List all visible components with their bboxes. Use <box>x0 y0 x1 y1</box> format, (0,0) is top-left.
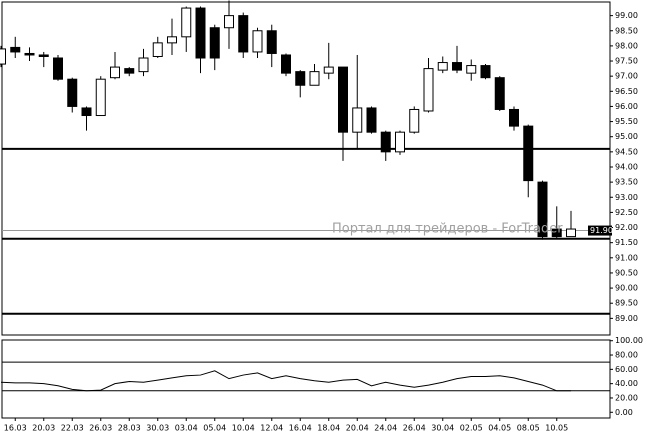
x-tick-label: 20.04 <box>346 424 369 433</box>
candle-body <box>53 57 63 80</box>
candle-body <box>537 181 548 238</box>
candle-body <box>380 131 391 153</box>
candle-body <box>366 107 377 133</box>
y-tick-label: 99.00 <box>615 11 638 20</box>
x-tick-label: 18.04 <box>317 424 340 433</box>
y-tick-label: 91.50 <box>615 238 638 247</box>
candle-body <box>167 36 177 44</box>
oscillator-panel-frame <box>1 339 611 419</box>
x-tick-label: 05.04 <box>203 424 226 433</box>
candle-body <box>181 7 192 38</box>
candle-body <box>152 42 163 57</box>
price-panel-frame <box>1 1 611 336</box>
watermark: Портал для трейдеров - ForTrader <box>332 222 563 237</box>
candle-body <box>38 54 49 57</box>
y-tick-label: 95.50 <box>615 117 638 126</box>
y-tick-label: 60.00 <box>615 365 638 374</box>
x-tick-label: 26.03 <box>89 424 112 433</box>
x-tick-label: 10.05 <box>545 424 568 433</box>
y-tick-label: 91.00 <box>615 253 638 262</box>
y-tick-label: 96.00 <box>615 102 638 111</box>
candle-body <box>566 228 576 238</box>
x-tick-label: 24.04 <box>374 424 397 433</box>
candle-body <box>124 68 135 74</box>
x-tick-label: 04.05 <box>488 424 511 433</box>
y-tick-label: 94.00 <box>615 162 638 171</box>
candle-body <box>395 131 405 153</box>
x-tick-label: 02.05 <box>460 424 483 433</box>
candle-body <box>110 66 120 79</box>
y-tick-label: 94.50 <box>615 147 638 156</box>
y-tick-label: 92.50 <box>615 208 638 217</box>
x-tick-label: 03.04 <box>175 424 198 433</box>
y-tick-label: 93.50 <box>615 178 638 187</box>
candle-body <box>551 228 562 238</box>
y-tick-label: 89.00 <box>615 314 638 323</box>
y-tick-label: 98.50 <box>615 26 638 35</box>
oscillator-line <box>0 370 571 392</box>
candle-body <box>10 46 21 53</box>
y-tick-label: 93.00 <box>615 193 638 202</box>
candle-body <box>238 15 249 53</box>
x-tick-label: 28.03 <box>118 424 141 433</box>
x-tick-label: 10.04 <box>232 424 255 433</box>
y-tick-label: 95.00 <box>615 132 638 141</box>
y-tick-label: 100.00 <box>615 336 643 345</box>
candle-body <box>437 62 448 71</box>
candle-body <box>509 108 519 127</box>
candle-body <box>24 52 35 56</box>
candle-body <box>81 107 92 117</box>
x-tick-label: 30.04 <box>431 424 454 433</box>
candle-body <box>338 66 348 133</box>
candle-body <box>523 125 534 182</box>
candle-body <box>209 27 220 59</box>
candle-body <box>452 62 462 71</box>
x-tick-label: 30.03 <box>146 424 169 433</box>
candle-body <box>224 15 234 29</box>
x-tick-label: 16.03 <box>4 424 27 433</box>
y-tick-label: 98.00 <box>615 41 638 50</box>
candle-body <box>409 108 420 133</box>
y-tick-label: 97.50 <box>615 57 638 66</box>
candle-body <box>195 7 206 59</box>
x-tick-label: 08.05 <box>517 424 540 433</box>
x-tick-label: 20.03 <box>32 424 55 433</box>
candle-body <box>252 30 263 53</box>
candle-body <box>323 66 334 74</box>
x-tick-label: 16.04 <box>289 424 312 433</box>
candle-body <box>352 107 363 133</box>
candle-body <box>266 30 277 54</box>
y-tick-label: 90.00 <box>615 284 638 293</box>
y-tick-label: 92.00 <box>615 223 638 232</box>
candle-body <box>480 65 491 79</box>
y-tick-label: 80.00 <box>615 351 638 360</box>
x-tick-label: 12.04 <box>260 424 283 433</box>
y-tick-label: 97.00 <box>615 72 638 81</box>
candle-body <box>281 54 291 74</box>
y-tick-label: 20.00 <box>615 393 638 402</box>
candle-body <box>138 57 149 73</box>
y-tick-label: 40.00 <box>615 379 638 388</box>
y-tick-label: 89.50 <box>615 299 638 308</box>
x-tick-label: 26.04 <box>403 424 426 433</box>
candle-body <box>494 77 505 110</box>
y-tick-label: 96.50 <box>615 87 638 96</box>
y-tick-label: 0.00 <box>615 408 633 417</box>
candle-body <box>309 71 320 86</box>
y-tick-label: 90.50 <box>615 268 638 277</box>
candle-body <box>67 78 78 107</box>
last-price-box <box>588 225 612 236</box>
candle-body <box>466 65 477 74</box>
candle-body <box>95 78 106 117</box>
candle-body <box>295 71 306 86</box>
candle-body <box>0 48 6 65</box>
x-tick-label: 22.03 <box>61 424 84 433</box>
candle-body <box>423 68 434 112</box>
last-price-label: 91.90 <box>590 226 613 235</box>
